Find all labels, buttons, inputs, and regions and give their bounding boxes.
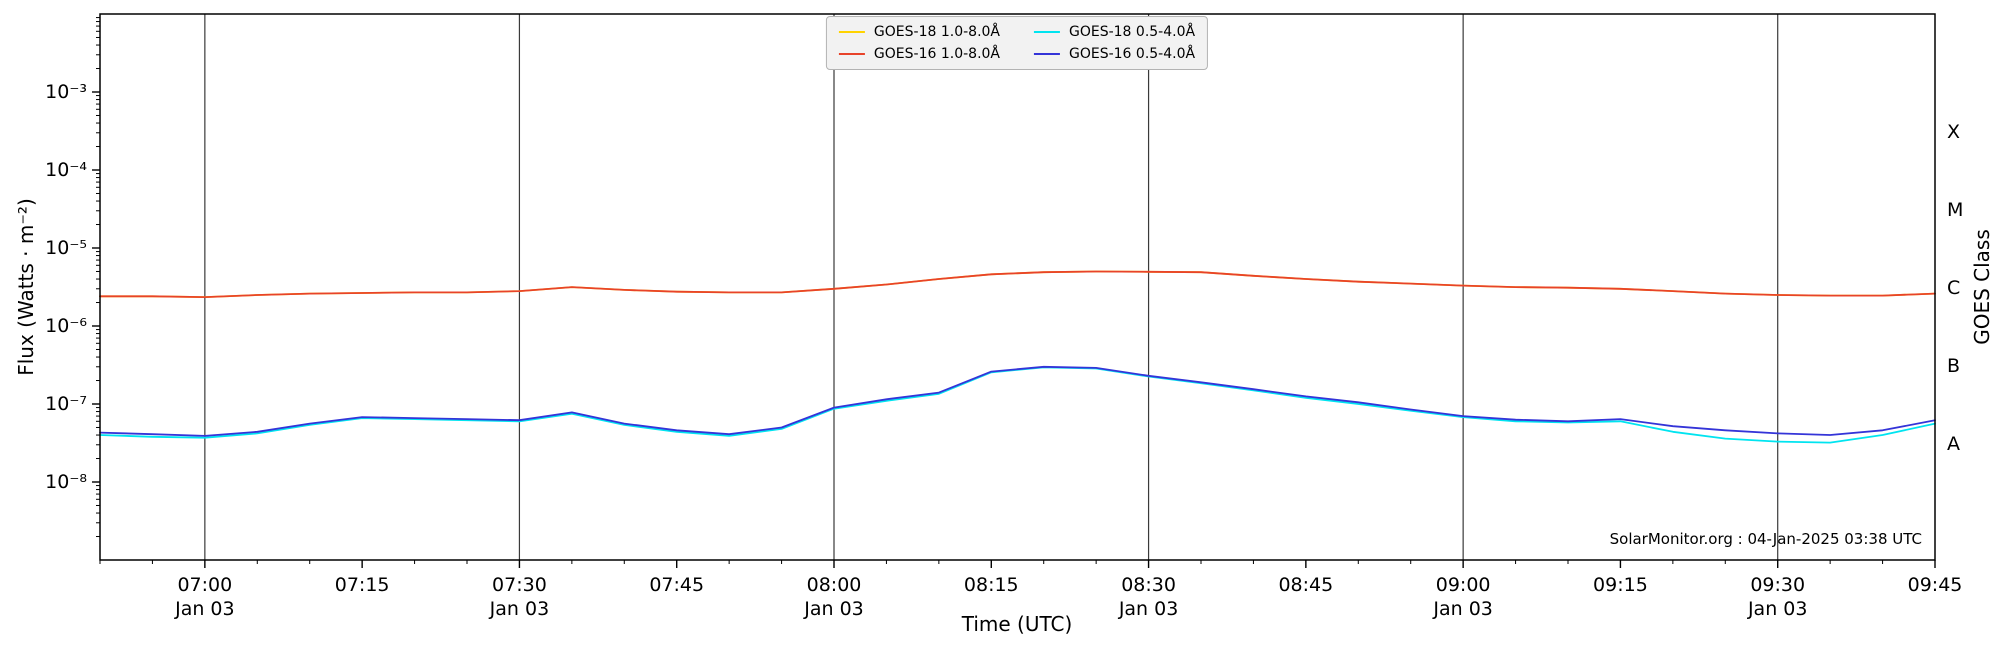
legend-line-swatch (1034, 53, 1060, 55)
y-tick-label: 10⁻⁵ (45, 237, 87, 259)
x-axis-title: Time (UTC) (961, 612, 1073, 636)
goes-class-label: C (1947, 277, 1960, 299)
x-tick-sublabel: Jan 03 (803, 598, 864, 620)
legend-line-swatch (838, 53, 865, 55)
goes-class-label: A (1947, 433, 1960, 455)
legend-label: GOES-16 1.0-8.0Å (873, 46, 1000, 62)
x-tick-sublabel: Jan 03 (1118, 598, 1179, 620)
x-tick-label: 09:30 (1750, 574, 1805, 596)
y-tick-label: 10⁻⁶ (45, 315, 87, 337)
right-axis-title: GOES Class (1970, 229, 1994, 345)
x-tick-label: 09:00 (1436, 574, 1491, 596)
x-tick-sublabel: Jan 03 (1432, 598, 1493, 620)
x-tick-sublabel: Jan 03 (174, 598, 235, 620)
x-tick-label: 08:00 (807, 574, 862, 596)
x-tick-label: 07:00 (177, 574, 232, 596)
series-line-goes-16-1-0-8-0- (99, 270, 1936, 299)
legend-item: GOES-16 0.5-4.0Å (1034, 46, 1195, 62)
plot-frame (99, 13, 1936, 561)
legend-item: GOES-16 1.0-8.0Å (838, 46, 1000, 62)
x-tick-sublabel: Jan 03 (489, 598, 550, 620)
y-tick-label: 10⁻⁷ (45, 393, 87, 415)
x-tick-label: 09:45 (1908, 574, 1963, 596)
x-tick-label: 09:15 (1593, 574, 1648, 596)
y-tick-label: 10⁻⁸ (45, 471, 87, 493)
y-tick-label: 10⁻³ (45, 81, 87, 103)
series-line-goes-18-0-5-4-0- (99, 366, 1936, 444)
watermark-annotation: SolarMonitor.org : 04-Jan-2025 03:38 UTC (1609, 530, 1922, 548)
x-tick-label: 07:30 (492, 574, 547, 596)
legend-item: GOES-18 0.5-4.0Å (1034, 24, 1195, 40)
legend-label: GOES-18 0.5-4.0Å (1069, 24, 1196, 40)
x-tick-label: 08:30 (1121, 574, 1176, 596)
legend-label: GOES-16 0.5-4.0Å (1069, 46, 1196, 62)
legend-line-swatch (838, 31, 865, 33)
x-tick-label: 08:45 (1278, 574, 1333, 596)
goes-class-label: M (1947, 199, 1963, 221)
x-tick-label: 08:15 (964, 574, 1019, 596)
x-tick-sublabel: Jan 03 (1747, 598, 1808, 620)
y-axis-title: Flux (Watts · m⁻²) (14, 198, 38, 376)
goes-class-label: B (1947, 355, 1960, 377)
series-line-goes-16-0-5-4-0- (99, 365, 1936, 437)
legend: GOES-18 1.0-8.0Å GOES-16 1.0-8.0Å GOES-18 … (825, 16, 1209, 70)
legend-line-swatch (1034, 31, 1060, 33)
x-tick-label: 07:15 (335, 574, 390, 596)
y-tick-label: 10⁻⁴ (45, 159, 87, 181)
legend-label: GOES-18 1.0-8.0Å (873, 24, 1000, 40)
goes-class-label: X (1947, 121, 1960, 143)
legend-item: GOES-18 1.0-8.0Å (838, 24, 1000, 40)
x-tick-label: 07:45 (649, 574, 704, 596)
